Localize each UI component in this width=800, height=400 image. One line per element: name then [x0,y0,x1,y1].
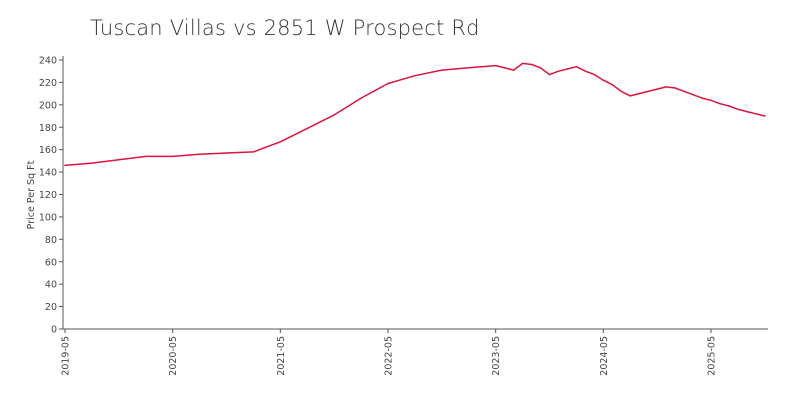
data-point [746,110,748,113]
data-point [172,155,174,158]
data-point [638,92,640,95]
data-point [252,151,255,153]
chart-title: Tuscan Villas vs 2851 W Prospect Rd [90,16,480,40]
y-axis: 0 20 40 60 80 100 120 140 160 180 200 220 240 [39,56,64,336]
data-point [145,155,147,158]
y-tick-label: 180 [39,123,57,134]
data-point [387,82,389,85]
data-point [593,73,596,76]
data-point [737,108,739,111]
data-point [279,141,281,143]
y-tick-label: 240 [39,56,57,67]
data-point [495,64,497,67]
data-point [692,94,694,96]
data-point [512,69,515,71]
x-tick-label: 2024-05 [599,336,610,376]
data-point [118,159,120,161]
y-tick-label: 60 [45,257,57,268]
x-tick-label: 2021-05 [276,336,287,376]
series-line-0 [64,62,766,167]
x-tick-label: 2019-05 [61,336,72,376]
data-point [225,152,228,154]
data-point [656,88,658,90]
data-point [629,95,631,97]
data-point [360,97,362,99]
data-point [701,97,703,99]
data-point [64,164,66,167]
data-point [521,62,524,65]
data-point [414,75,416,77]
y-tick-label: 80 [45,235,57,246]
data-point [602,79,604,81]
y-tick-label: 160 [39,145,57,156]
y-tick-label: 100 [39,212,57,223]
data-point [539,67,542,69]
data-point [584,70,587,72]
y-tick-label: 220 [39,78,57,89]
data-point [91,162,93,164]
y-tick-label: 0 [51,325,57,336]
data-point [710,99,712,102]
x-axis: 2019-05 2020-05 2021-05 2022-05 2023-05 2024-… [61,328,768,376]
y-tick-label: 40 [45,280,57,291]
data-point [441,69,443,71]
data-point [728,105,730,107]
data-point [530,63,533,66]
data-point [620,90,622,93]
x-tick-label: 2025-05 [707,336,718,376]
x-tick-label: 2023-05 [491,336,502,376]
y-tick-label: 200 [39,100,57,111]
data-point [755,113,757,115]
x-tick-label: 2020-05 [168,336,179,376]
data-point [683,90,685,93]
data-point [557,70,560,72]
data-point [647,90,649,93]
data-point [468,67,470,69]
y-tick-label: 140 [39,168,57,179]
data-point [548,73,551,76]
series-layer [64,62,766,167]
y-axis-label: Price Per Sq Ft [26,160,37,229]
data-point [575,66,578,68]
data-point [306,127,308,130]
data-point [566,68,569,70]
data-point [674,87,676,89]
data-point [198,153,201,155]
data-point [333,114,335,116]
data-point [611,84,613,86]
data-point [665,86,667,88]
x-tick-label: 2022-05 [384,336,395,376]
data-point [764,115,766,117]
y-tick-label: 120 [39,190,57,201]
y-tick-label: 20 [45,302,57,313]
data-point [719,103,721,105]
